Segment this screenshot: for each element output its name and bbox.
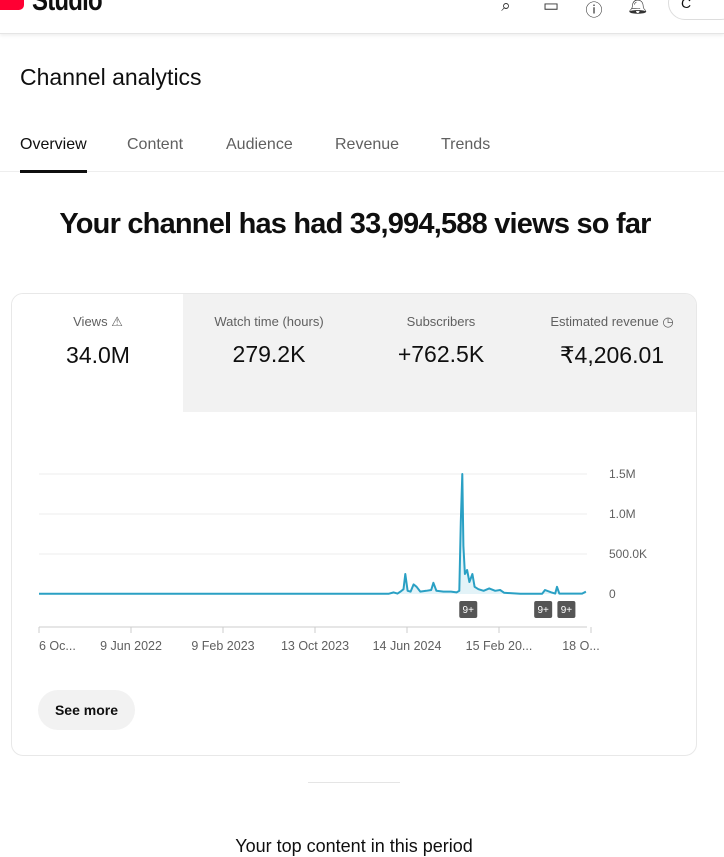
see-more-button[interactable]: See more (38, 690, 135, 730)
views-chart: 0 500.0K 1.0M 1.5M 6 Oc... 9 Jun 2022 9 Feb 20… (38, 467, 647, 653)
y-tick-label: 1.5M (609, 467, 636, 481)
tab-trends[interactable]: Trends (441, 136, 491, 153)
metric-watch-time[interactable]: Watch time (hours) 279.2K (183, 294, 355, 412)
analytics-card: Views ⚠ 34.0M Watch time (hours) 279.2K … (11, 293, 697, 756)
x-tick-label: 15 Feb 20... (466, 639, 533, 653)
warning-icon: ⚠ (111, 314, 123, 329)
tab-revenue[interactable]: Revenue (335, 136, 400, 153)
total-views-headline: Your channel has had 33,994,588 views so… (59, 208, 651, 240)
x-tick-label: 14 Jun 2024 (373, 639, 442, 653)
metric-label: Watch time (hours) (214, 314, 324, 329)
y-tick-label: 500.0K (609, 547, 647, 561)
annotation-label: 9+ (537, 605, 549, 616)
x-tick-label: 9 Jun 2022 (100, 639, 162, 653)
tab-audience[interactable]: Audience (226, 136, 293, 153)
metric-value: ₹4,206.01 (559, 342, 665, 368)
metric-label: Subscribers (406, 314, 476, 329)
create-button[interactable]: C (668, 0, 724, 20)
tab-bar: Overview Content Audience Revenue Trends (0, 134, 724, 173)
clock-icon: ◷ (662, 314, 674, 329)
annotation-marker: 9+ (534, 601, 553, 618)
x-tick-label: 9 Feb 2023 (191, 639, 254, 653)
metric-views[interactable]: Views ⚠ 34.0M (12, 294, 184, 412)
metric-value: +762.5K (397, 341, 485, 367)
help-icon[interactable]: ⓘ (585, 1, 603, 20)
y-tick-label: 0 (609, 587, 616, 601)
annotation-label: 9+ (463, 605, 475, 616)
feedback-icon[interactable]: ▭ (542, 0, 560, 15)
annotation-marker: 9+ (557, 601, 576, 618)
annotation-marker: 9+ (459, 601, 478, 618)
metric-revenue[interactable]: Estimated revenue ◷ ₹4,206.01 (526, 294, 696, 412)
divider (308, 782, 400, 783)
youtube-logo-icon[interactable] (0, 0, 24, 10)
search-icon[interactable]: ⌕ (501, 0, 511, 15)
x-tick-label: 18 O... (562, 639, 600, 653)
series-line (39, 473, 587, 595)
y-tick-label: 1.0M (609, 507, 636, 521)
tab-content[interactable]: Content (127, 136, 184, 153)
annotation-badge[interactable] (534, 601, 553, 618)
metric-subscribers[interactable]: Subscribers +762.5K (355, 294, 527, 412)
logo-text[interactable]: Studio (32, 0, 103, 17)
x-tick-label: 6 Oc... (39, 639, 76, 653)
annotation-label: 9+ (561, 605, 573, 616)
series-area (39, 474, 586, 594)
tab-overview[interactable]: Overview (20, 136, 87, 173)
annotation-badge[interactable] (459, 601, 478, 618)
top-bar: Studio ⌕ ▭ ⓘ 🔔︎ C (0, 0, 724, 34)
page-title: Channel analytics (20, 64, 202, 90)
metric-label: Views (73, 314, 108, 329)
metric-value: 34.0M (66, 342, 130, 368)
annotation-badge[interactable] (557, 601, 576, 618)
x-tick-label: 13 Oct 2023 (281, 639, 349, 653)
bell-icon[interactable]: 🔔︎ (627, 0, 649, 15)
create-label: C (681, 0, 692, 11)
metric-value: 279.2K (232, 341, 306, 367)
metric-label: Estimated revenue (550, 314, 659, 329)
top-content-heading: Your top content in this period (235, 836, 473, 856)
